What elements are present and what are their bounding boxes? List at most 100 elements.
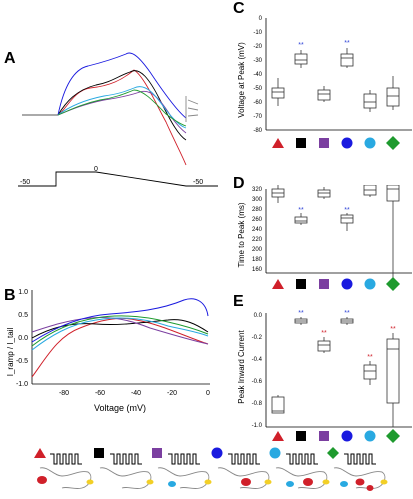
panel-b-chart: I_ramp / I_tail 1.0 0.5 0.0 -0.5 -1.0 -8… (6, 289, 210, 413)
panel-c-ytick-8: -70 (253, 114, 262, 120)
schematic-marker-cyan-circle (269, 447, 281, 459)
intracellular-domain (99, 467, 152, 490)
panel-a-traces: -50 0 -50 (18, 52, 218, 187)
b-curve-blue (31, 298, 209, 343)
panel-b-ytick-5: -1.0 (16, 381, 28, 388)
c-box-cyan (363, 90, 377, 112)
panel-e-ytick-4: -0.6 (252, 379, 263, 385)
panel-c-ytick-5: -40 (253, 72, 262, 78)
c-marker-cyan-circle (364, 137, 376, 149)
d-marker-purple-square (319, 279, 329, 289)
membrane-helices (344, 453, 376, 465)
mutation-site-yellow (204, 479, 212, 485)
e-marker-blue-circle (341, 430, 353, 442)
d-box-green (386, 185, 400, 283)
panel-b-xtick-1: -80 (59, 390, 69, 397)
panel-d-boxplot: Time to Peak (ms) 320 300 280 260 240 22… (237, 185, 412, 291)
d-marker-cyan-circle (364, 278, 376, 290)
d-marker-blue-circle (341, 278, 353, 290)
b-curve-purple (31, 317, 209, 345)
d-marker-black-square (296, 279, 306, 289)
e-star-cyan: ** (367, 354, 373, 361)
schematic-4 (211, 447, 272, 490)
e-star-green: ** (390, 326, 396, 333)
schematic-1 (34, 448, 94, 490)
c-star-blue: ** (344, 40, 350, 47)
panel-d-ytick-6: 220 (252, 237, 263, 243)
trace-blue (22, 52, 187, 119)
panel-b-xtick-5: 0 (206, 390, 210, 397)
panel-b-ylabel: I_ramp / I_tail (6, 328, 15, 377)
schematic-marker-black-square (94, 448, 104, 458)
c-star-black: ** (298, 42, 304, 49)
panel-e-ytick-2: -0.2 (252, 335, 263, 341)
c-box-red (271, 78, 285, 106)
panel-b-xtick-3: -40 (131, 390, 141, 397)
e-marker-red-triangle (272, 431, 284, 441)
panel-c-ytick-4: -30 (253, 58, 262, 64)
intracellular-domain (217, 467, 270, 490)
b-curve-red (31, 317, 209, 378)
panel-b-ytick-1: 1.0 (18, 289, 28, 296)
panel-c-ylabel: Voltage at Peak (mV) (237, 42, 246, 118)
mutation-site-red-1 (355, 478, 365, 486)
trace-cyan (22, 86, 187, 129)
d-box-purple (317, 187, 331, 199)
e-box-green (386, 333, 400, 427)
c-markers (272, 136, 400, 150)
c-box-purple (317, 86, 331, 102)
panel-c-ytick-9: -80 (253, 128, 262, 134)
schematic-marker-blue-circle (211, 447, 223, 459)
e-marker-purple-square (319, 431, 329, 441)
e-star-purple: ** (321, 330, 327, 337)
channel-schematic-legend (34, 447, 388, 491)
schematic-5 (269, 447, 330, 490)
panel-c-ytick-3: -20 (253, 44, 262, 50)
e-marker-cyan-circle (364, 430, 376, 442)
intracellular-domain (39, 467, 92, 490)
membrane-helices (110, 453, 142, 465)
panel-e-ytick-5: -0.8 (252, 401, 263, 407)
panel-d-ylabel: Time to Peak (ms) (237, 202, 246, 267)
voltage-protocol (18, 171, 218, 187)
panel-b-ytick-3: 0.0 (18, 335, 28, 342)
panel-d-ytick-8: 180 (252, 257, 263, 263)
d-marker-red-triangle (272, 279, 284, 289)
c-box-black (294, 50, 308, 68)
tail-traces (185, 96, 199, 122)
c-box-blue (340, 48, 354, 68)
intracellular-domain (157, 467, 210, 490)
e-box-cyan (363, 361, 377, 385)
mutation-site-red (37, 476, 47, 484)
mutation-site-yellow (86, 479, 94, 485)
mutation-site-yellow (264, 479, 272, 485)
membrane-helices (286, 453, 318, 465)
trace-black (22, 70, 187, 141)
panel-c-ytick-2: -10 (253, 30, 262, 36)
c-box-green (386, 76, 400, 110)
panel-e-ytick-3: -0.4 (252, 357, 263, 363)
c-marker-purple-square (319, 138, 329, 148)
panel-b-ytick-4: -0.5 (16, 358, 28, 365)
mutation-site-yellow (146, 479, 154, 485)
panel-c-boxplot: Voltage at Peak (mV) 0 -10 -20 -30 -40 -… (237, 16, 412, 150)
e-box-purple (317, 337, 331, 353)
panel-b-xtick-2: -60 (95, 390, 105, 397)
d-box-blue (340, 213, 354, 231)
b-curve-cyan (31, 317, 209, 351)
panel-label-d: D (233, 175, 245, 192)
protocol-label-left: -50 (20, 179, 30, 186)
panel-c-ytick-6: -50 (253, 86, 262, 92)
protocol-label-mid: 0 (94, 166, 98, 173)
mutation-site-blue (286, 481, 294, 487)
panel-label-a: A (4, 50, 16, 67)
panel-e-boxplot: Peak Inward Current 0.0 -0.2 -0.4 -0.6 -… (237, 310, 412, 443)
mutation-site-red-2 (366, 485, 374, 491)
c-marker-black-square (296, 138, 306, 148)
panel-d-ytick-3: 280 (252, 207, 263, 213)
mutation-site-yellow (380, 479, 388, 485)
b-curve-green (31, 315, 209, 347)
mutation-site-blue (168, 481, 176, 487)
schematic-6 (327, 447, 388, 491)
panel-b-ytick-2: 0.5 (18, 312, 28, 319)
